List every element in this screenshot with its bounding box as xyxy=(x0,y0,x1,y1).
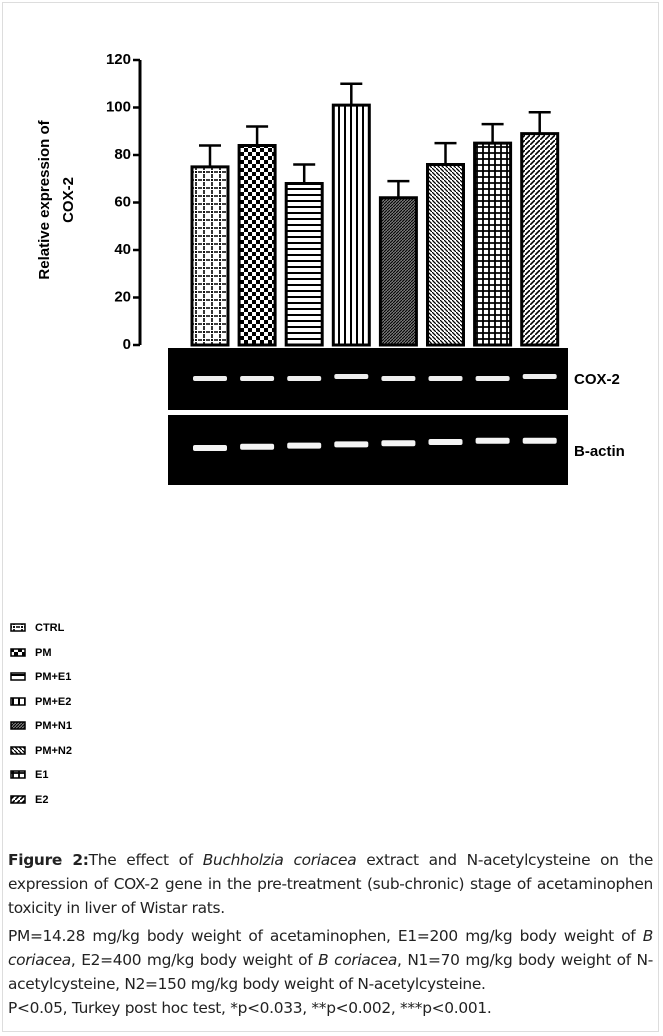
legend-label: E1 xyxy=(35,769,49,782)
gel-band xyxy=(522,437,557,444)
legend-label: PM+E2 xyxy=(35,695,72,708)
gel-band xyxy=(287,376,322,381)
legend-swatch-fill xyxy=(10,623,26,632)
caption-notes: PM=14.28 mg/kg body weight of acetaminop… xyxy=(8,924,653,996)
legend-entry: PM+N1 xyxy=(10,714,72,739)
legend-swatch xyxy=(10,697,26,706)
gel-band xyxy=(475,376,510,381)
legend-entry: PM xyxy=(10,641,72,666)
gel-bactin xyxy=(168,415,568,485)
caption-text: B coriacea xyxy=(8,927,653,969)
legend-swatch-fill xyxy=(10,770,26,779)
legend-label: PM xyxy=(35,646,52,659)
legend-swatch xyxy=(10,648,26,657)
gel-band xyxy=(240,376,275,381)
legend-label: PM+E1 xyxy=(35,671,72,684)
gel-label: COX-2 xyxy=(574,371,620,388)
gel-label: B-actin xyxy=(574,443,625,460)
y-tick-label: 0 xyxy=(123,336,131,353)
caption-text: B coriacea xyxy=(318,951,397,969)
bar xyxy=(237,144,277,347)
legend-swatch xyxy=(10,672,26,681)
legend-swatch-fill xyxy=(10,648,26,657)
legend: CTRL PM PM+E1 PM+E2 PM+N1 PM+N2 E1 E2 xyxy=(10,616,72,812)
y-tick-label: 60 xyxy=(114,193,131,210)
gel-band xyxy=(381,376,416,381)
y-tick-label: 80 xyxy=(114,146,131,163)
legend-swatch xyxy=(10,746,26,755)
caption-text: , N1=70 mg/kg body weight of N-acetylcys… xyxy=(8,951,654,993)
caption-text: PM=14.28 mg/kg body weight of acetaminop… xyxy=(8,927,643,945)
legend-entry: PM+E1 xyxy=(10,665,72,690)
legend-swatch-fill xyxy=(10,672,26,681)
gel-band xyxy=(334,374,369,379)
legend-swatch-fill xyxy=(10,795,26,804)
gel-band xyxy=(193,445,227,451)
y-axis-label: COX-2 xyxy=(60,177,77,223)
figure-label: Figure 2: xyxy=(8,851,89,869)
legend-swatch xyxy=(10,623,26,632)
bar xyxy=(426,163,465,347)
gel-band xyxy=(334,441,369,448)
bar xyxy=(331,103,371,347)
legend-swatch xyxy=(10,795,26,804)
bar xyxy=(473,141,513,347)
legend-swatch-fill xyxy=(10,746,26,755)
gel-band xyxy=(522,374,557,379)
legend-label: CTRL xyxy=(35,622,65,635)
gel-band xyxy=(428,439,463,445)
y-tick-label: 20 xyxy=(114,288,131,305)
bar xyxy=(520,132,560,347)
legend-swatch-fill xyxy=(10,721,26,730)
legend-label: E2 xyxy=(35,793,49,806)
legend-entry: PM+N2 xyxy=(10,739,72,764)
legend-entry: CTRL xyxy=(10,616,72,641)
gel-band xyxy=(287,442,322,449)
caption-text: extract and N-acetylcysteine on the expr… xyxy=(8,851,653,917)
bar xyxy=(284,182,324,347)
y-tick-label: 100 xyxy=(106,98,131,115)
legend-label: PM+N1 xyxy=(35,720,72,733)
y-axis-label: Relative expression of xyxy=(36,119,53,279)
caption-text: , E2=400 mg/kg body weight of xyxy=(70,951,319,969)
y-tick-label: 40 xyxy=(114,241,131,258)
caption-stats: P<0.05, Turkey post hoc test, *p<0.033, … xyxy=(8,999,492,1017)
legend-entry: PM+E2 xyxy=(10,690,72,715)
gel-band xyxy=(381,440,416,447)
legend-label: PM+N2 xyxy=(35,744,72,757)
legend-entry: E2 xyxy=(10,788,72,813)
legend-swatch xyxy=(10,770,26,779)
y-tick-label: 120 xyxy=(106,51,131,68)
gel-band xyxy=(475,437,510,444)
legend-swatch xyxy=(10,721,26,730)
bar xyxy=(378,196,418,347)
caption: Figure 2:The effect of Buchholzia coriac… xyxy=(8,848,653,1024)
bar xyxy=(190,165,230,347)
gel-band xyxy=(240,443,275,450)
caption-text: Buchholzia coriacea xyxy=(202,851,357,869)
gel-band xyxy=(193,376,227,381)
caption-main: Figure 2:The effect of Buchholzia coriac… xyxy=(8,848,653,920)
chart: 0 20 40 60 80 100 120 Relative expression of COX… xyxy=(36,51,625,485)
caption-text: The effect of xyxy=(88,851,203,869)
gel-band xyxy=(428,376,463,381)
legend-swatch-fill xyxy=(10,697,26,706)
legend-entry: E1 xyxy=(10,763,72,788)
